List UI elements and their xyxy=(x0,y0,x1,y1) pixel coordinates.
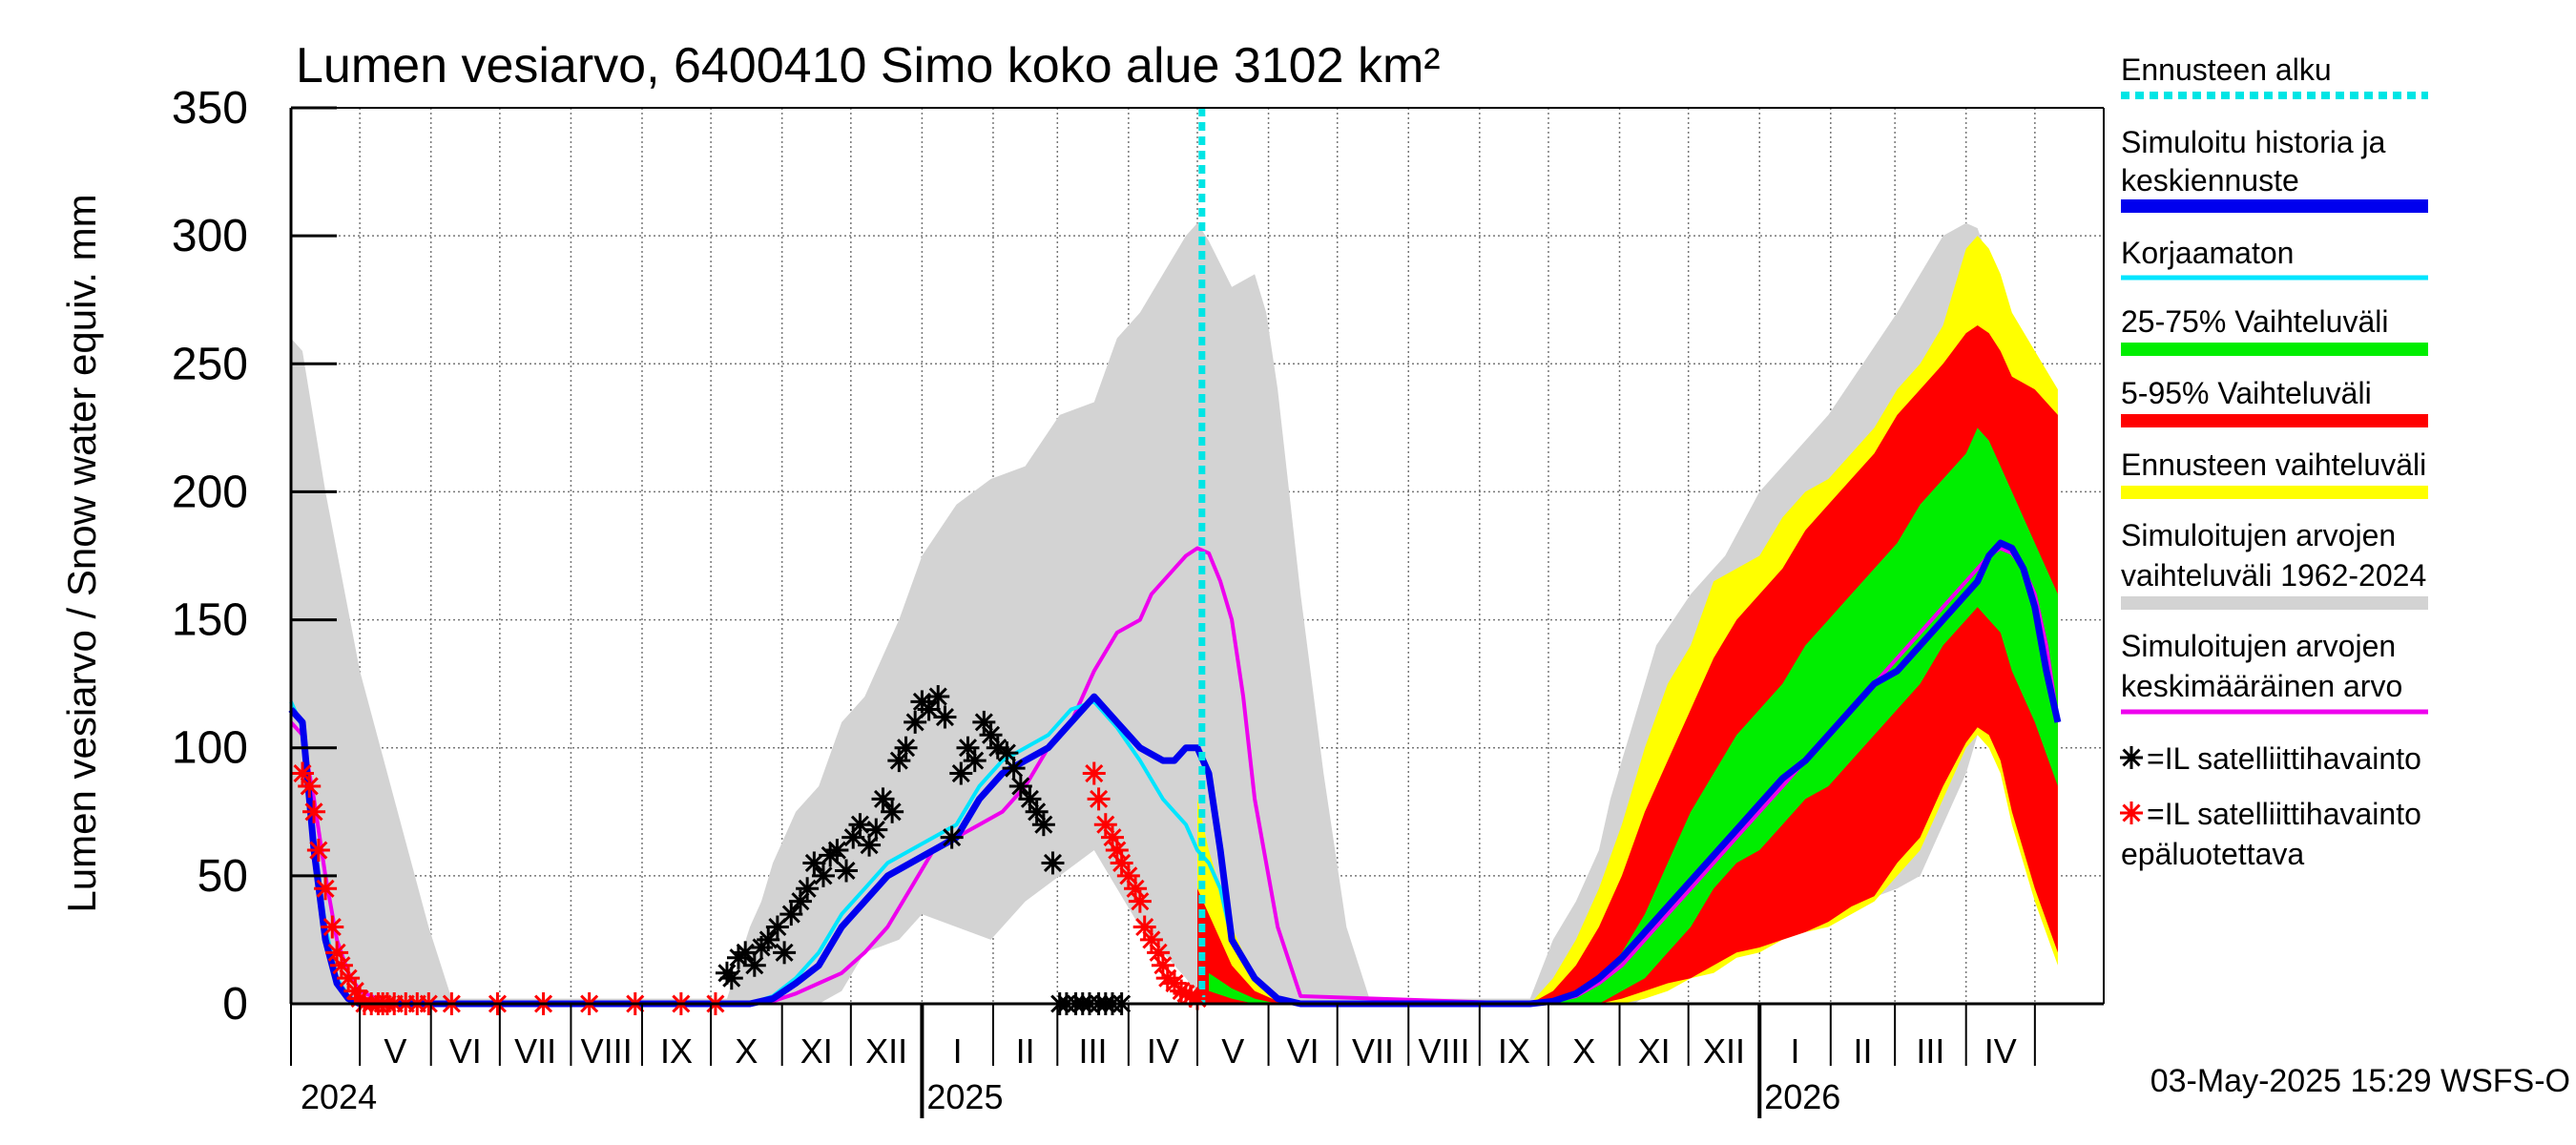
legend-hist-range-label-2: vaihteluväli 1962-2024 xyxy=(2121,558,2426,593)
legend-sat-unreliable-marker xyxy=(2120,802,2143,824)
y-tick-label: 300 xyxy=(172,211,248,261)
satellite-reliable-marker xyxy=(1002,757,1026,781)
satellite-reliable-marker xyxy=(811,864,835,887)
month-label: XI xyxy=(1638,1031,1671,1071)
legend-sat-reliable-marker xyxy=(2120,746,2143,769)
y-tick-label: 0 xyxy=(222,979,248,1030)
satellite-reliable-marker xyxy=(940,825,964,849)
satellite-reliable-marker xyxy=(894,736,918,760)
month-label: X xyxy=(735,1031,758,1071)
satellite-reliable-marker xyxy=(881,800,904,823)
month-label: XII xyxy=(1703,1031,1745,1071)
satellite-reliable-marker xyxy=(933,705,957,729)
legend-p25-75-label: 25-75% Vaihteluväli xyxy=(2121,304,2388,339)
month-label: II xyxy=(1016,1031,1035,1071)
month-label: VII xyxy=(514,1031,556,1071)
y-tick-label: 150 xyxy=(172,595,248,646)
legend: Ennusteen alku Simuloitu historia ja keski… xyxy=(2120,52,2428,871)
month-label: I xyxy=(953,1031,963,1071)
satellite-unreliable-marker xyxy=(302,800,326,823)
month-label: IX xyxy=(660,1031,693,1071)
year-label: 2025 xyxy=(926,1077,1003,1116)
y-axis-label: Lumen vesiarvo / Snow water equiv. mm xyxy=(59,194,104,912)
satellite-unreliable-marker xyxy=(321,915,344,939)
satellite-reliable-marker xyxy=(802,851,826,875)
satellite-reliable-marker xyxy=(864,818,888,842)
p5-95-area xyxy=(1197,325,2058,1004)
month-label: IX xyxy=(1498,1031,1530,1071)
y-tick-label: 250 xyxy=(172,339,248,389)
month-label: VIII xyxy=(581,1031,633,1071)
month-label: VI xyxy=(1287,1031,1319,1071)
satellite-reliable-marker xyxy=(1031,813,1055,837)
y-tick-label: 50 xyxy=(197,851,248,902)
y-tick-label: 350 xyxy=(172,83,248,134)
year-label: 2024 xyxy=(301,1077,377,1116)
chart-title: Lumen vesiarvo, 6400410 Simo koko alue 3… xyxy=(296,38,1441,94)
satellite-unreliable-marker xyxy=(1087,787,1111,811)
month-label: VI xyxy=(449,1031,482,1071)
chart-title-group: Lumen vesiarvo, 6400410 Simo koko alue 3… xyxy=(296,38,1441,94)
legend-p5-95-label: 5-95% Vaihteluväli xyxy=(2121,376,2372,410)
satellite-reliable-marker xyxy=(788,889,812,913)
y-tick-label: 100 xyxy=(172,723,248,774)
month-label: X xyxy=(1572,1031,1595,1071)
month-label: VIII xyxy=(1419,1031,1470,1071)
legend-uncorrected-label: Korjaamaton xyxy=(2121,236,2294,270)
month-label: IV xyxy=(1984,1031,2017,1071)
satellite-reliable-marker xyxy=(757,927,780,951)
satellite-unreliable-marker xyxy=(314,877,338,901)
satellite-unreliable-marker xyxy=(306,839,330,863)
satellite-reliable-marker xyxy=(871,787,895,811)
legend-sat-unreliable-label-2: epäluotettava xyxy=(2121,837,2304,871)
satellite-reliable-marker xyxy=(825,839,849,863)
range-areas xyxy=(291,222,2058,1005)
satellite-reliable-marker xyxy=(926,685,950,709)
y-tick-label: 200 xyxy=(172,467,248,517)
legend-hist-mean-label-2: keskimääräinen arvo xyxy=(2121,669,2402,703)
month-label: V xyxy=(1221,1031,1244,1071)
month-label: II xyxy=(1853,1031,1872,1071)
satellite-reliable-marker xyxy=(773,941,797,965)
satellite-reliable-marker xyxy=(904,710,927,734)
month-label: XI xyxy=(800,1031,833,1071)
legend-simulated-label-2: keskiennuste xyxy=(2121,163,2299,198)
satellite-reliable-marker xyxy=(742,953,766,977)
satellite-reliable-marker xyxy=(719,967,743,990)
satellite-reliable-marker xyxy=(848,813,872,837)
month-label: III xyxy=(1079,1031,1108,1071)
satellite-unreliable-marker xyxy=(1110,851,1133,875)
legend-hist-mean-label-1: Simuloitujen arvojen xyxy=(2121,629,2396,663)
legend-hist-range-label-1: Simuloitujen arvojen xyxy=(2121,518,2396,552)
p25-75-area xyxy=(1209,427,2058,1004)
month-label: I xyxy=(1791,1031,1800,1071)
legend-sat-reliable-label: =IL satelliittihavainto xyxy=(2147,741,2421,776)
satellite-unreliable-marker xyxy=(1128,889,1152,913)
simulated-line xyxy=(288,539,2062,1008)
timestamp: 03-May-2025 15:29 WSFS-O xyxy=(2150,1063,2570,1099)
satellite-reliable-marker xyxy=(1008,774,1032,798)
month-label: IV xyxy=(1147,1031,1179,1071)
satellite-reliable-marker xyxy=(835,859,859,883)
satellite-reliable-marker xyxy=(796,877,820,901)
month-label: VII xyxy=(1352,1031,1394,1071)
satellite-unreliable-marker xyxy=(1082,761,1106,785)
legend-forecast-start-label: Ennusteen alku xyxy=(2121,52,2332,87)
satellite-reliable-marker xyxy=(1041,851,1065,875)
satellite-reliable-marker xyxy=(779,903,803,926)
month-label: V xyxy=(384,1031,406,1071)
month-label: XII xyxy=(865,1031,907,1071)
month-label: III xyxy=(1916,1031,1944,1071)
legend-sat-unreliable-label-1: =IL satelliittihavainto xyxy=(2147,797,2421,831)
legend-forecast-range-label: Ennusteen vaihteluväli xyxy=(2121,448,2426,482)
hist-range-area xyxy=(291,222,2058,1004)
satellite-reliable-marker xyxy=(963,749,987,773)
satellite-unreliable-marker xyxy=(298,774,322,798)
year-label: 2026 xyxy=(1764,1077,1840,1116)
legend-simulated-label-1: Simuloitu historia ja xyxy=(2121,125,2386,159)
hist-mean-line xyxy=(289,546,2060,1006)
